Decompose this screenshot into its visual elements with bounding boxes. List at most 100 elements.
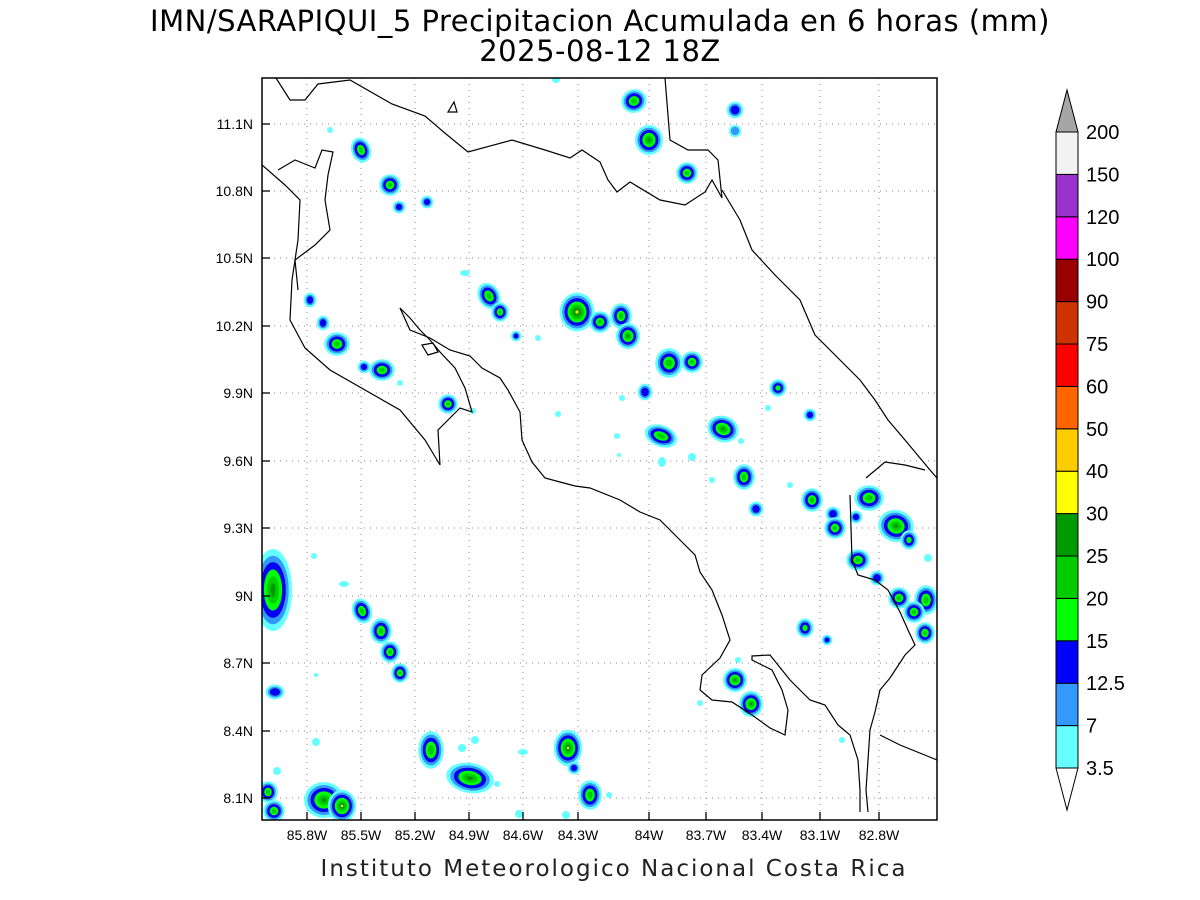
colorbar-label: 7: [1086, 716, 1097, 738]
rain-contour: [787, 482, 793, 488]
rain-cell: [265, 684, 285, 700]
colorbar-swatch: [1055, 513, 1079, 557]
rain-contour: [606, 792, 612, 798]
rain-cell: [350, 137, 372, 163]
colorbar-label: 40: [1086, 461, 1108, 483]
rain-contour: [327, 127, 333, 133]
rain-cell: [739, 691, 763, 717]
rain-contour: [733, 678, 737, 682]
rain-cell: [379, 174, 401, 196]
panama-bocas: [865, 461, 926, 479]
colorbar-label: 20: [1086, 588, 1108, 610]
map-title: IMN/SARAPIQUI_5 Precipitacion Acumulada …: [150, 4, 1050, 38]
rain-cell: [614, 433, 620, 439]
rain-contour: [806, 411, 814, 419]
rain-contour: [570, 764, 578, 772]
rain-contour: [359, 147, 363, 153]
rain-cell: [327, 789, 357, 820]
rain-contour: [566, 746, 570, 750]
rain-cell: [924, 554, 932, 562]
rain-cell: [803, 408, 817, 422]
rain-cell: [801, 488, 823, 512]
rain-cell: [635, 125, 663, 155]
panama-border: [849, 494, 916, 813]
rain-contour: [824, 637, 830, 643]
colorbar-label: 12.5: [1086, 673, 1125, 695]
rain-cell: [559, 292, 595, 332]
rain-contour: [617, 453, 621, 457]
rain-cell: [900, 530, 918, 550]
rain-contour: [360, 608, 364, 614]
rain-contour: [334, 341, 340, 347]
rain-contour: [906, 536, 912, 544]
rain-cell: [723, 668, 747, 692]
rain-contour: [749, 702, 753, 706]
colorbar-label: 150: [1086, 164, 1119, 186]
rain-contour: [513, 333, 519, 339]
rain-cell: [339, 581, 349, 587]
rain-cell: [915, 622, 935, 644]
rain-cell: [707, 415, 739, 443]
rain-cell: [578, 780, 602, 810]
rain-contour: [314, 673, 318, 677]
rain-contour: [387, 182, 393, 188]
x-tick-label: 84W: [635, 827, 665, 843]
rain-cell: [494, 781, 500, 787]
rain-contour: [494, 781, 500, 787]
rain-cell: [616, 323, 640, 349]
rain-contour: [321, 797, 327, 803]
rain-cell: [262, 781, 278, 803]
rain-contour: [535, 335, 541, 341]
colorbar-label: 200: [1086, 122, 1119, 144]
rain-contour: [730, 126, 740, 136]
rain-contour: [614, 433, 620, 439]
rain-contour: [619, 395, 625, 401]
x-tick-label: 83.7W: [686, 827, 727, 843]
rain-cell: [510, 330, 522, 342]
colorbar-label: 50: [1086, 419, 1108, 441]
rain-cell: [824, 517, 846, 539]
rain-cell: [621, 89, 647, 113]
rain-contour: [809, 497, 815, 503]
map-frame: [261, 77, 938, 821]
rain-contour: [855, 557, 861, 563]
rain-contour: [641, 387, 649, 397]
rain-contour: [839, 737, 845, 743]
rain-contour: [466, 776, 474, 780]
rain-contour: [397, 380, 403, 386]
colorbar-label: 25: [1086, 546, 1108, 568]
rain-contour: [552, 78, 560, 83]
x-tick-label: 83.1W: [800, 827, 841, 843]
rain-cell: [658, 457, 666, 467]
y-tick-label: 10.5N: [216, 250, 253, 266]
rain-contour: [658, 457, 666, 467]
x-tick-label: 84.9W: [449, 827, 490, 843]
rain-cell: [655, 348, 683, 378]
rain-cell: [351, 598, 373, 624]
rain-contour: [852, 513, 860, 521]
y-tick-label: 9.9N: [223, 385, 253, 401]
lake-nicaragua-shore: [275, 78, 723, 206]
rain-contour: [306, 296, 314, 304]
rain-contour: [775, 385, 781, 391]
rain-cell: [821, 634, 833, 646]
rain-cell: [273, 767, 281, 775]
rain-cell: [728, 124, 742, 138]
rain-cell: [748, 501, 764, 517]
rain-contour: [471, 736, 479, 744]
rain-cell: [733, 464, 755, 490]
colorbar: 3.5 7 12.5 15 20 25 30 40 50 60 75 90 100 120 150 200: [1055, 88, 1125, 812]
colorbar-label: 90: [1086, 292, 1108, 314]
rain-cell: [553, 729, 583, 767]
rain-cell: [391, 663, 409, 683]
rain-cell: [438, 394, 458, 414]
footer-credit: Instituto Meteorologico Nacional Costa R…: [320, 856, 908, 882]
rain-contour: [631, 98, 637, 104]
rain-contour: [730, 105, 740, 115]
rain-cell: [589, 311, 611, 333]
rain-contour: [339, 581, 349, 587]
rain-cell: [314, 673, 318, 677]
y-tick-label: 9N: [235, 588, 253, 604]
rain-cell: [735, 657, 741, 663]
